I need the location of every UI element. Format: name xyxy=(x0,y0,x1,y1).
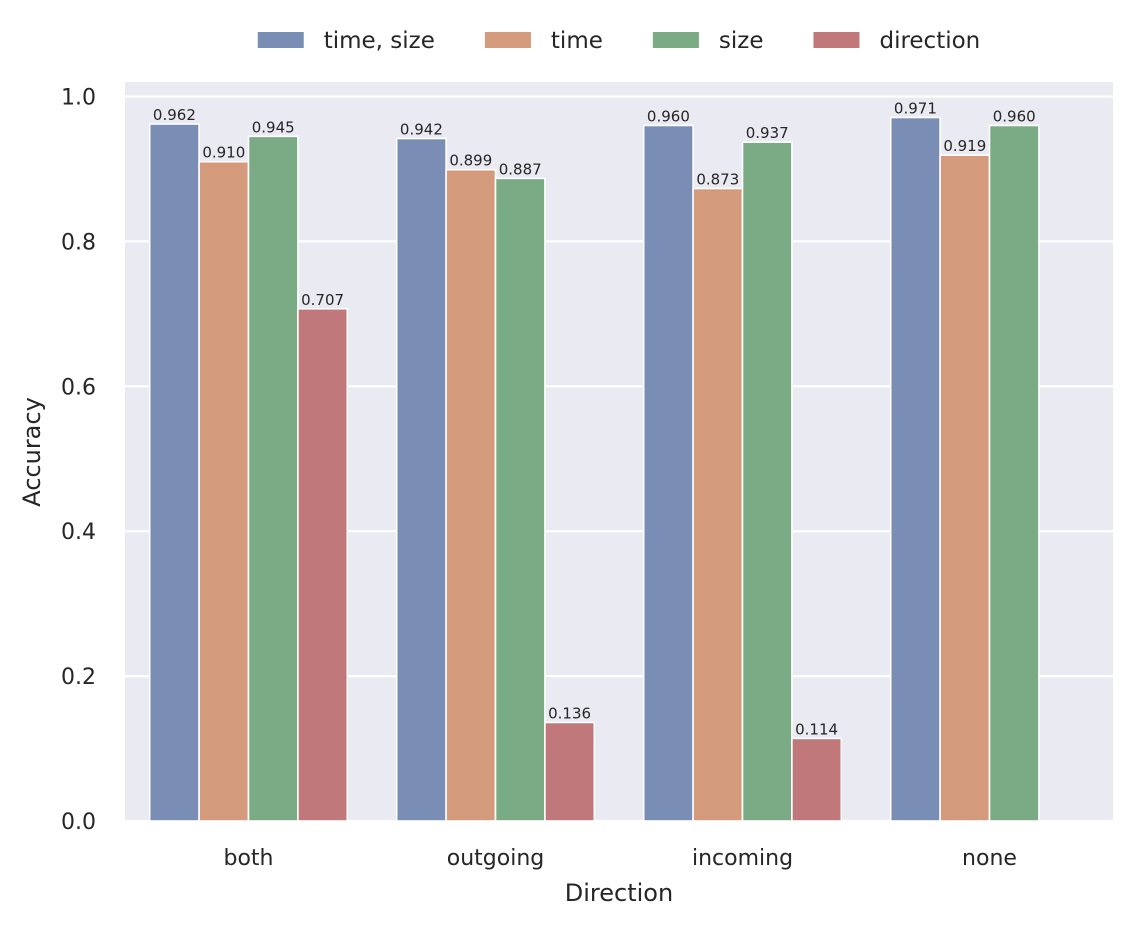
bar-time-none xyxy=(939,154,991,822)
data-label: 0.945 xyxy=(252,118,295,136)
legend-label: size xyxy=(719,28,764,54)
data-label: 0.919 xyxy=(943,137,986,155)
bar-size-outgoing xyxy=(494,177,546,822)
y-tick-label: 0.4 xyxy=(61,520,96,545)
y-tick-label: 0.0 xyxy=(61,810,96,835)
x-tick-label: both xyxy=(224,846,274,871)
bar-direction-incoming xyxy=(791,737,843,822)
data-label: 0.942 xyxy=(400,121,443,139)
legend: time, size time size direction xyxy=(257,28,980,54)
legend-label: time xyxy=(551,28,603,54)
data-label: 0.899 xyxy=(449,152,492,170)
data-label: 0.960 xyxy=(993,107,1036,125)
legend-swatch xyxy=(257,32,304,48)
x-tick-label: outgoing xyxy=(447,846,544,871)
bar-size-both xyxy=(247,135,299,822)
x-tick-labels: both outgoing incoming none xyxy=(224,846,1017,871)
y-tick-label: 1.0 xyxy=(61,85,96,110)
legend-swatch xyxy=(484,32,531,48)
data-label: 0.707 xyxy=(301,291,344,309)
bar-time-size-both xyxy=(148,123,200,822)
bar-time-incoming xyxy=(692,187,744,822)
bar-time-size-outgoing xyxy=(395,137,447,822)
data-label: 0.910 xyxy=(202,144,245,162)
data-label: 0.960 xyxy=(647,107,690,125)
bar-time-both xyxy=(198,160,250,822)
bar-size-none xyxy=(988,124,1040,822)
bars xyxy=(148,116,1040,822)
data-label: 0.136 xyxy=(548,704,591,722)
data-label: 0.873 xyxy=(696,171,739,189)
y-tick-label: 0.8 xyxy=(61,230,96,255)
x-axis-title: Direction xyxy=(565,879,673,907)
y-tick-label: 0.2 xyxy=(61,665,96,690)
bar-time-size-none xyxy=(889,116,941,822)
legend-swatch xyxy=(652,32,699,48)
y-tick-labels: 0.0 0.2 0.4 0.6 0.8 1.0 xyxy=(61,85,96,835)
data-label: 0.971 xyxy=(894,100,937,118)
y-tick-label: 0.6 xyxy=(61,375,96,400)
legend-swatch xyxy=(813,32,860,48)
bar-direction-outgoing xyxy=(544,721,596,822)
data-label: 0.114 xyxy=(795,720,838,738)
data-label: 0.937 xyxy=(746,124,789,142)
bar-size-incoming xyxy=(741,141,793,822)
y-axis-title: Accuracy xyxy=(18,397,46,507)
x-tick-label: incoming xyxy=(692,846,793,871)
legend-label: direction xyxy=(879,28,980,54)
bar-time-outgoing xyxy=(445,168,497,822)
bar-direction-both xyxy=(297,307,349,822)
data-label: 0.887 xyxy=(499,160,542,178)
bar-time-size-incoming xyxy=(642,124,694,822)
data-labels: 0.962 0.910 0.945 0.707 0.942 0.899 0.887 0.136… xyxy=(153,100,1036,739)
x-tick-label: none xyxy=(962,846,1017,871)
data-label: 0.962 xyxy=(153,106,196,124)
legend-label: time, size xyxy=(324,28,435,54)
